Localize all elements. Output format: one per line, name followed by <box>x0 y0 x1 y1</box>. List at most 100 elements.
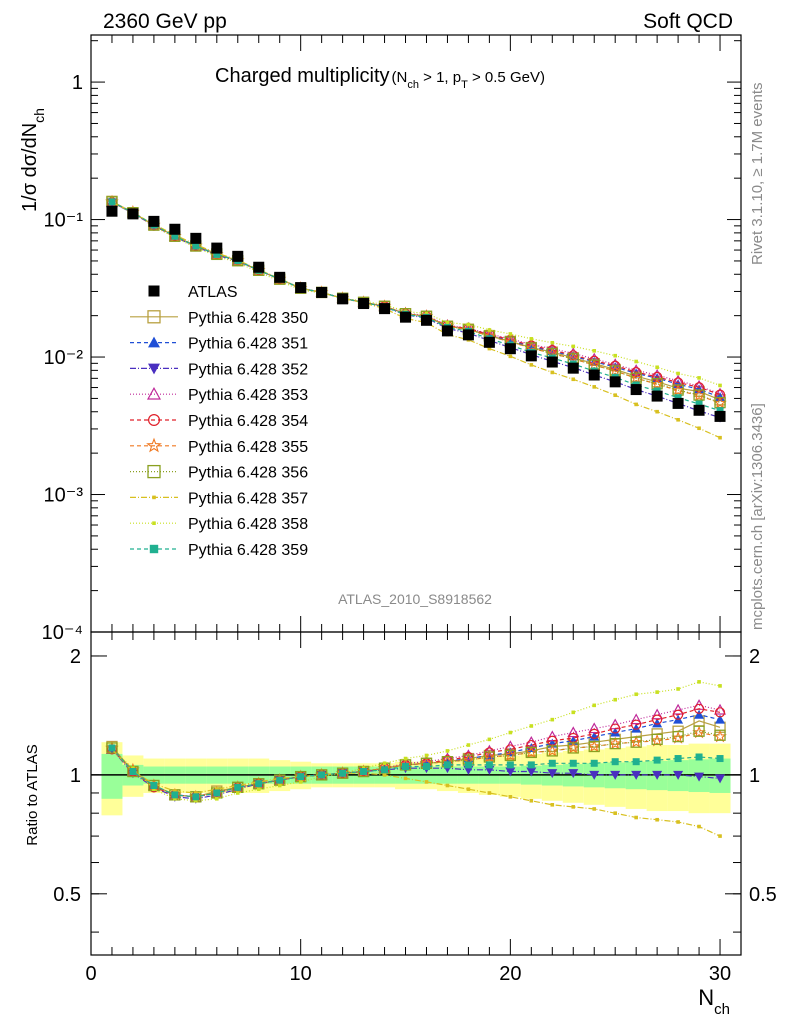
ratio-tick-label-right: 2 <box>749 646 760 668</box>
data-point-shape <box>630 384 642 396</box>
series-point-8 <box>634 359 638 364</box>
legend-label: Pythia 6.428 351 <box>188 336 308 353</box>
data-point <box>483 336 495 348</box>
legend-entry: Pythia 6.428 352 <box>130 361 308 378</box>
ratio-point-2-shape <box>715 774 726 784</box>
series-point-4 <box>672 377 684 388</box>
legend-marker-shape <box>148 285 160 297</box>
ratio-point-8-shape <box>403 756 408 761</box>
y-axis-title-sub: ch <box>31 108 47 123</box>
data-point-shape <box>169 223 181 235</box>
data-point <box>567 362 579 374</box>
series-point-8-shape <box>718 383 722 388</box>
ratio-point-2-shape <box>505 767 516 777</box>
ratio-point-8 <box>235 791 240 795</box>
ratio-tick-label: 1 <box>70 765 81 787</box>
ratio-point-9-shape <box>527 761 535 769</box>
ratio-point-9 <box>318 771 326 779</box>
series-point-9-shape <box>213 250 221 258</box>
legend-entry: Pythia 6.428 359 <box>130 542 308 559</box>
series-point-8-shape <box>508 332 513 336</box>
ratio-point-9 <box>569 759 577 767</box>
ratio-point-5 <box>629 735 643 748</box>
data-point-shape <box>211 242 223 254</box>
ratio-point-4-shape <box>610 723 621 734</box>
data-point-shape <box>588 369 600 381</box>
legend-marker-shape <box>147 310 161 324</box>
ratio-point-5-shape <box>524 745 539 759</box>
ratio-point-7-shape <box>173 789 177 793</box>
ratio-point-6-shape <box>546 745 558 757</box>
data-point-shape <box>420 314 432 326</box>
ratio-point-9-shape <box>464 761 472 769</box>
legend-marker <box>146 437 162 453</box>
ratio-point-5-shape <box>503 748 518 762</box>
ratio-point-7-shape <box>487 791 492 795</box>
ratio-point-8 <box>718 684 722 688</box>
ratio-point-8 <box>298 780 303 784</box>
legend: ATLAS Pythia 6.428 350 Pythia 6.428 351 Pyt… <box>130 284 308 559</box>
data-point <box>546 356 558 368</box>
legend-entry: Pythia 6.428 356 <box>130 465 308 482</box>
legend-marker <box>148 336 160 348</box>
legend-marker-shape <box>149 544 159 554</box>
y-tick-label: 1 <box>72 72 83 94</box>
ratio-point-2-shape <box>673 770 684 780</box>
ratio-point-9 <box>150 782 158 790</box>
series-point-4 <box>631 366 642 378</box>
ratio-point-9-shape <box>192 793 200 801</box>
ratio-point-6-shape <box>504 749 517 762</box>
chart-title-main: Charged multiplicity <box>215 65 390 87</box>
ratio-point-5-shape <box>545 743 560 757</box>
ratio-point-9 <box>485 761 493 769</box>
data-point-shape <box>567 362 579 374</box>
ratio-point-7-shape <box>550 803 555 807</box>
data-point <box>462 329 474 341</box>
ratio-point-9-shape <box>318 771 326 779</box>
ratio-point-7-shape <box>613 811 617 815</box>
legend-label: Pythia 6.428 355 <box>188 439 308 456</box>
ratio-point-8 <box>382 761 387 766</box>
series-point-3-shape <box>567 347 580 359</box>
ratio-point-1 <box>589 731 600 741</box>
data-point <box>106 205 118 217</box>
ratio-point-7 <box>466 787 471 791</box>
header-left: 2360 GeV pp <box>103 10 227 33</box>
series-point-9-shape <box>695 400 703 408</box>
series-point-9 <box>716 407 724 415</box>
ratio-point-7-shape <box>571 805 576 809</box>
series-point-8 <box>571 344 576 349</box>
data-point <box>693 404 705 416</box>
ratio-point-4-shape <box>672 709 684 720</box>
ratio-point-9-shape <box>339 769 347 777</box>
ratio-point-5 <box>650 733 664 747</box>
ratio-point-9-shape <box>653 756 661 764</box>
ratio-point-8-shape <box>529 724 534 728</box>
data-point <box>337 293 349 305</box>
series-point-7 <box>508 354 513 359</box>
series-line-6 <box>111 201 721 404</box>
ratio-point-7-shape <box>445 783 450 788</box>
ratio-point-1-shape <box>715 714 726 724</box>
series-point-8-shape <box>424 311 429 316</box>
ratio-point-5-shape <box>587 739 602 753</box>
series-point-9-shape <box>171 232 179 240</box>
ratio-point-9 <box>506 761 514 769</box>
data-point-shape <box>693 404 705 416</box>
y-axis-title-main: 1/σ dσ/dN <box>19 123 41 212</box>
legend-marker <box>148 363 160 375</box>
ratio-point-1 <box>715 714 726 724</box>
legend-entry: Pythia 6.428 351 <box>130 336 308 353</box>
ratio-point-6 <box>651 733 663 746</box>
legend-entry: ATLAS <box>148 284 238 301</box>
data-point-shape <box>462 329 474 341</box>
ratio-point-5 <box>566 740 581 754</box>
ratio-point-7 <box>592 807 597 811</box>
series-point-3-shape <box>588 352 601 364</box>
ratio-point-9-shape <box>360 767 368 775</box>
x-tick-label: 10 <box>290 963 312 985</box>
series-point-7 <box>529 363 534 367</box>
ratio-point-9-shape <box>674 755 682 763</box>
ratio-point-3-shape <box>630 713 643 725</box>
ratio-point-3 <box>672 703 685 715</box>
